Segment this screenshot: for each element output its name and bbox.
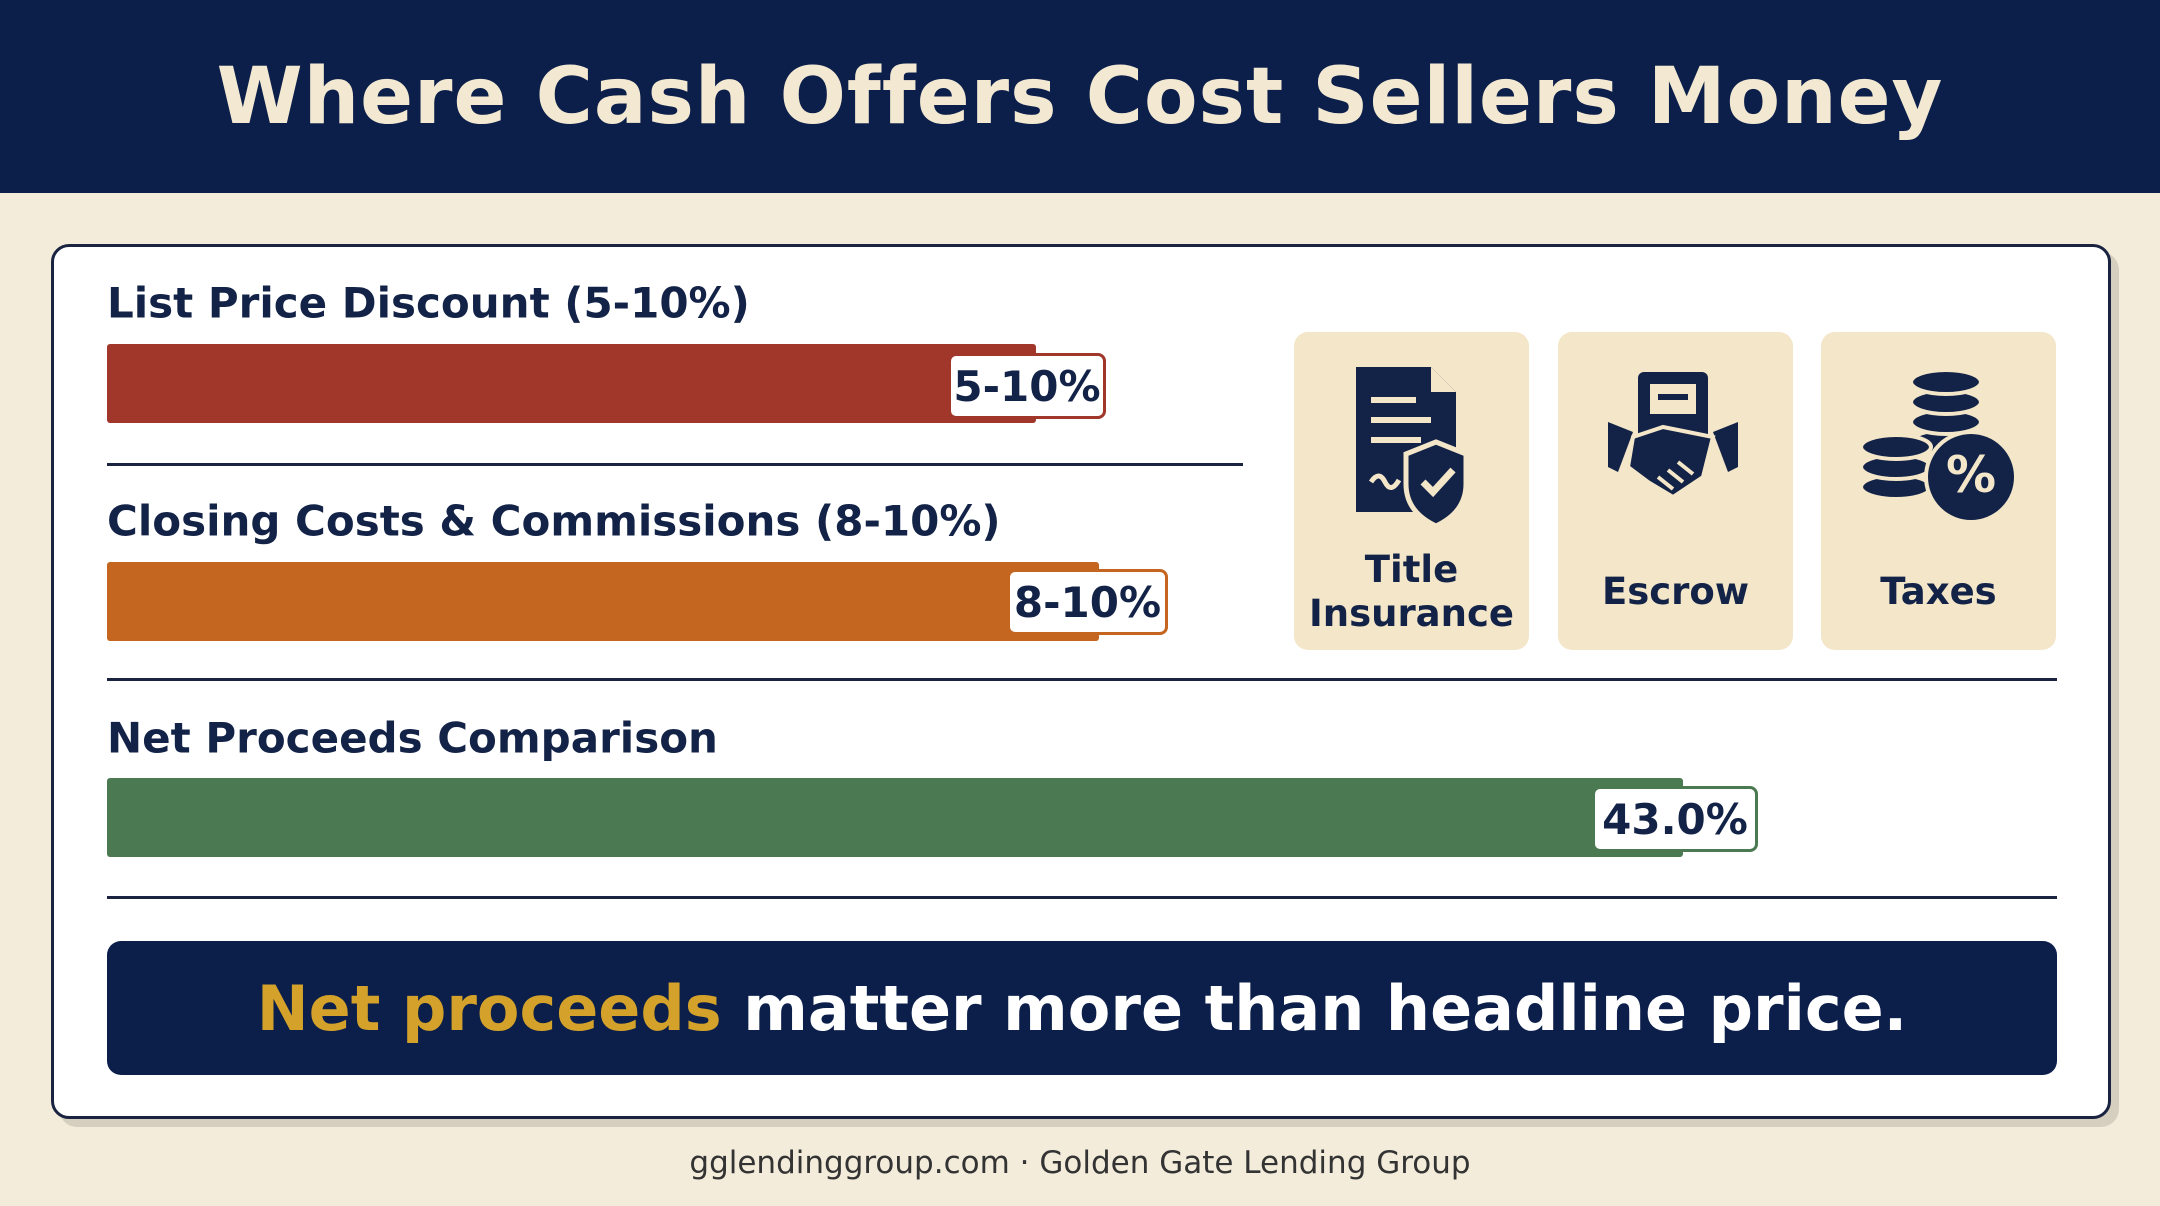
icon-label: Taxes bbox=[1880, 570, 1997, 613]
coins-icon: % bbox=[1859, 368, 2018, 524]
icon-tile: Escrow bbox=[1558, 332, 1793, 650]
section-label: Net Proceeds Comparison bbox=[107, 713, 718, 763]
divider bbox=[107, 463, 1243, 466]
divider bbox=[107, 896, 2057, 899]
document-icon bbox=[1356, 367, 1469, 529]
value-label: 43.0% bbox=[1592, 786, 1758, 852]
value-label: 5-10% bbox=[948, 353, 1106, 419]
bar bbox=[107, 562, 1099, 641]
value-label: 8-10% bbox=[1007, 569, 1168, 635]
header: Where Cash Offers Cost Sellers Money bbox=[0, 0, 2160, 193]
icon-label: Escrow bbox=[1601, 570, 1750, 613]
section-label: Closing Costs & Commissions (8-10%) bbox=[107, 496, 1001, 546]
footer: gglendinggroup.com · Golden Gate Lending… bbox=[689, 1145, 1471, 1181]
section-label: List Price Discount (5-10%) bbox=[107, 278, 750, 328]
bar bbox=[107, 344, 1036, 423]
title: Where Cash Offers Cost Sellers Money bbox=[216, 51, 1944, 142]
icon-label: Title Insurance bbox=[1308, 548, 1515, 635]
banner-highlight: Net proceeds bbox=[256, 971, 722, 1045]
banner-text: matter more than headline price. bbox=[743, 971, 1908, 1045]
divider bbox=[107, 678, 2057, 681]
handshake-icon bbox=[1608, 372, 1738, 500]
icon-tile: % Taxes bbox=[1821, 332, 2056, 650]
svg-text:%: % bbox=[1946, 446, 1996, 504]
icon-tile: Title Insurance bbox=[1294, 332, 1529, 650]
bar bbox=[107, 778, 1683, 857]
banner: Net proceeds matter more than headline p… bbox=[107, 941, 2057, 1075]
